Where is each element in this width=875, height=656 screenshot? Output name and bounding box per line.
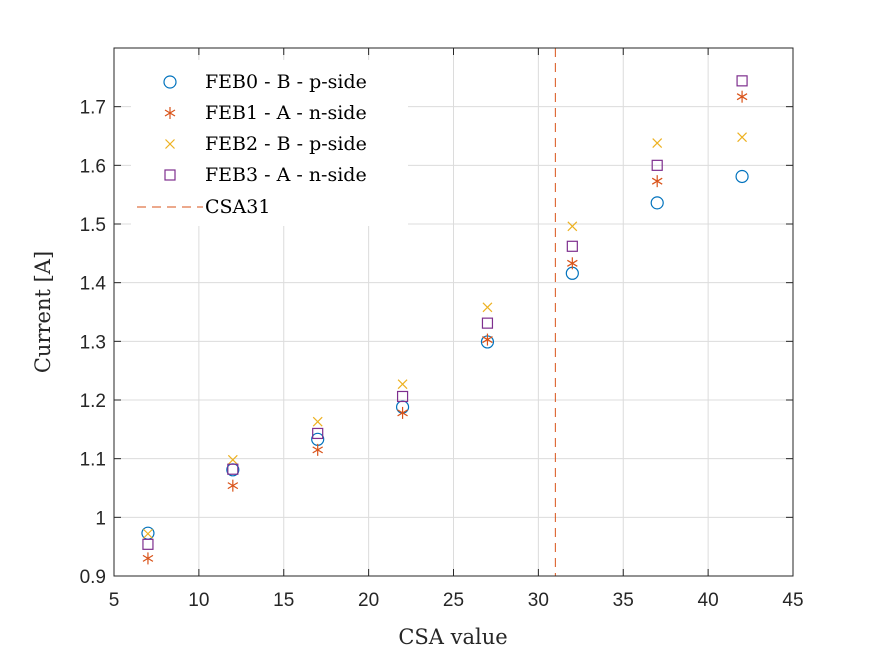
- data-point-series-2: [227, 454, 238, 465]
- asterisk-stroke: [397, 409, 408, 417]
- data-point-series-2: [567, 221, 578, 232]
- asterisk-stroke: [567, 259, 578, 267]
- asterisk-stroke: [736, 93, 748, 101]
- data-point-series-2: [652, 138, 663, 148]
- square-marker: [566, 240, 578, 252]
- x-tick-label: 35: [613, 590, 634, 611]
- data-point-series-1: [567, 257, 578, 270]
- legend-entry-label: FEB0 - B - p-side: [205, 71, 367, 93]
- y-tick-label: 1.2: [80, 391, 106, 412]
- data-point-series-1: [312, 443, 324, 456]
- y-axis-label: Current [A]: [31, 251, 55, 373]
- circle-marker: [735, 169, 749, 184]
- square-marker: [312, 427, 324, 440]
- y-tick-label: 1: [95, 508, 106, 529]
- legend-entry-label: FEB3 - A - n-side: [205, 164, 367, 186]
- square-marker: [481, 317, 494, 329]
- data-point-series-3: [651, 159, 663, 171]
- data-point-series-3: [736, 75, 748, 87]
- legend-entry-label: CSA31: [205, 196, 270, 218]
- x-tick-label: 45: [782, 590, 803, 611]
- square-marker: [142, 538, 154, 550]
- legend-marker-0: [163, 75, 177, 89]
- asterisk-stroke: [142, 554, 154, 562]
- circle-marker: [163, 75, 177, 89]
- x-marker-stroke: [312, 416, 323, 427]
- asterisk-stroke: [164, 109, 176, 117]
- y-tick-label: 0.9: [80, 567, 106, 588]
- asterisk-stroke: [312, 446, 324, 454]
- data-point-series-2: [312, 416, 323, 427]
- data-point-series-0: [650, 196, 664, 210]
- x-marker-stroke: [165, 139, 175, 149]
- x-marker-stroke: [227, 454, 238, 465]
- square-marker: [651, 159, 663, 171]
- data-point-series-0: [735, 169, 749, 184]
- data-point-series-1: [651, 175, 663, 188]
- data-point-series-2: [737, 132, 747, 143]
- legend-marker-2: [165, 139, 175, 149]
- y-tick-label: 1.3: [80, 332, 106, 353]
- x-tick-label: 10: [188, 590, 209, 611]
- x-tick-label: 25: [443, 590, 464, 611]
- asterisk-stroke: [227, 482, 239, 490]
- x-marker-stroke: [482, 302, 493, 313]
- legend-entry-label: FEB1 - A - n-side: [205, 102, 367, 124]
- legend-marker-3: [164, 169, 176, 181]
- y-tick-label: 1.7: [80, 98, 106, 119]
- x-tick-label: 20: [358, 590, 379, 611]
- legend: FEB0 - B - p-side FEB1 - A - n-side FEB2 -…: [131, 60, 408, 226]
- data-point-series-1: [482, 333, 493, 346]
- x-axis-label: CSA value: [398, 625, 507, 649]
- data-point-series-1: [227, 479, 239, 492]
- x-tick-label: 40: [698, 590, 719, 611]
- x-marker-stroke: [567, 221, 578, 232]
- y-tick-label: 1.1: [80, 450, 106, 471]
- legend-marker-1: [164, 107, 176, 119]
- legend-entry-label: FEB2 - B - p-side: [205, 133, 367, 155]
- data-point-series-1: [736, 90, 748, 103]
- x-marker-stroke: [397, 379, 408, 390]
- data-point-series-3: [566, 240, 578, 252]
- data-point-series-1: [397, 406, 408, 419]
- data-point-series-3: [396, 390, 409, 403]
- x-marker-stroke: [652, 138, 663, 148]
- data-point-series-2: [482, 302, 493, 313]
- data-point-series-3: [142, 538, 154, 550]
- x-marker-stroke: [737, 132, 747, 143]
- data-point-series-3: [312, 427, 324, 440]
- data-point-series-2: [397, 379, 408, 390]
- asterisk-stroke: [482, 336, 493, 344]
- legend-box: [131, 60, 408, 226]
- square-marker: [227, 463, 239, 475]
- y-tick-label: 1.6: [80, 156, 106, 177]
- circle-marker: [650, 196, 664, 210]
- y-tick-label: 1.5: [80, 215, 106, 236]
- square-marker: [164, 169, 176, 181]
- data-points: [141, 75, 749, 565]
- axis-ticks: 5 10 15 20 25 30 35 40 45 0.9 1 1.1 1.2 1.3 1.4 1.5 1.6 1…: [80, 48, 804, 611]
- y-tick-label: 1.4: [80, 274, 107, 295]
- data-point-series-3: [227, 463, 239, 475]
- square-marker: [396, 390, 409, 403]
- data-point-series-3: [481, 317, 494, 329]
- data-point-series-1: [142, 552, 154, 565]
- x-marker-stroke: [143, 528, 153, 539]
- x-tick-label: 15: [273, 590, 294, 611]
- x-tick-label: 5: [109, 590, 120, 611]
- x-tick-label: 30: [528, 590, 549, 611]
- data-point-series-2: [143, 528, 153, 539]
- square-marker: [736, 75, 748, 87]
- asterisk-stroke: [651, 177, 663, 185]
